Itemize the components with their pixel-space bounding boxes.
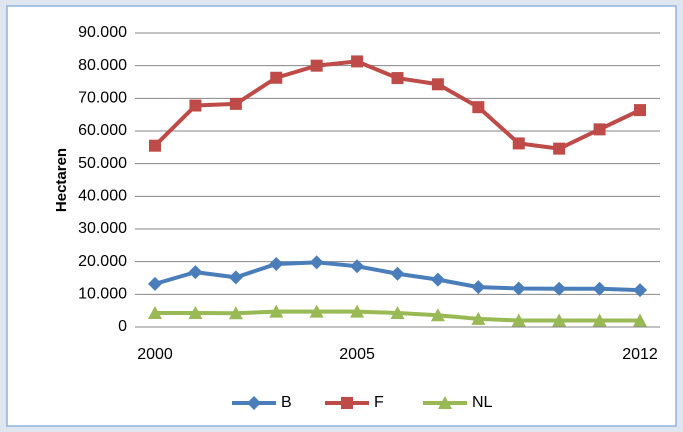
marker — [592, 281, 607, 296]
marker — [633, 313, 647, 327]
marker — [593, 123, 606, 136]
marker — [229, 97, 242, 110]
marker — [350, 304, 365, 318]
y-tick-label: 40.000 — [78, 188, 127, 205]
marker — [633, 283, 647, 298]
marker — [350, 259, 365, 274]
x-tick-label: 2005 — [339, 346, 375, 363]
marker — [149, 139, 161, 152]
marker — [309, 255, 324, 270]
marker — [188, 305, 203, 319]
marker — [390, 266, 405, 281]
y-axis-label: Hectaren — [53, 148, 70, 212]
marker — [247, 396, 261, 410]
x-tick-label: 2000 — [137, 346, 173, 363]
y-tick-label: 80.000 — [78, 57, 127, 74]
y-tick-label: 0 — [118, 318, 127, 335]
marker — [552, 313, 567, 327]
marker — [471, 280, 486, 295]
marker — [269, 304, 284, 318]
marker — [511, 313, 526, 327]
x-tick-label: 2012 — [622, 346, 658, 363]
legend-label: NL — [472, 394, 493, 411]
marker — [634, 104, 646, 117]
marker — [228, 306, 243, 320]
marker — [228, 270, 243, 285]
marker — [391, 72, 404, 85]
marker — [309, 304, 324, 318]
marker — [430, 308, 445, 322]
marker — [341, 397, 353, 409]
marker — [438, 396, 452, 409]
y-tick-label: 30.000 — [78, 220, 127, 237]
y-tick-label: 60.000 — [78, 122, 127, 139]
marker — [270, 71, 283, 84]
marker — [552, 281, 567, 296]
y-tick-label: 50.000 — [78, 155, 127, 172]
y-tick-label: 90.000 — [78, 24, 127, 41]
marker — [390, 305, 405, 319]
marker — [553, 142, 566, 155]
marker — [511, 281, 526, 296]
marker — [269, 256, 284, 271]
marker — [188, 265, 203, 280]
legend-label: B — [281, 394, 292, 411]
marker — [592, 313, 607, 327]
marker — [472, 101, 485, 114]
y-tick-label: 10.000 — [78, 286, 127, 303]
marker — [471, 311, 486, 325]
marker — [310, 59, 323, 72]
marker — [431, 78, 444, 91]
marker — [430, 272, 445, 287]
marker — [351, 55, 364, 68]
marker — [148, 305, 162, 319]
legend-label: F — [374, 394, 384, 411]
y-tick-label: 70.000 — [78, 90, 127, 107]
marker — [189, 99, 202, 112]
y-tick-label: 20.000 — [78, 253, 127, 270]
marker — [148, 276, 162, 291]
marker — [512, 137, 525, 150]
chart-frame — [6, 5, 677, 427]
